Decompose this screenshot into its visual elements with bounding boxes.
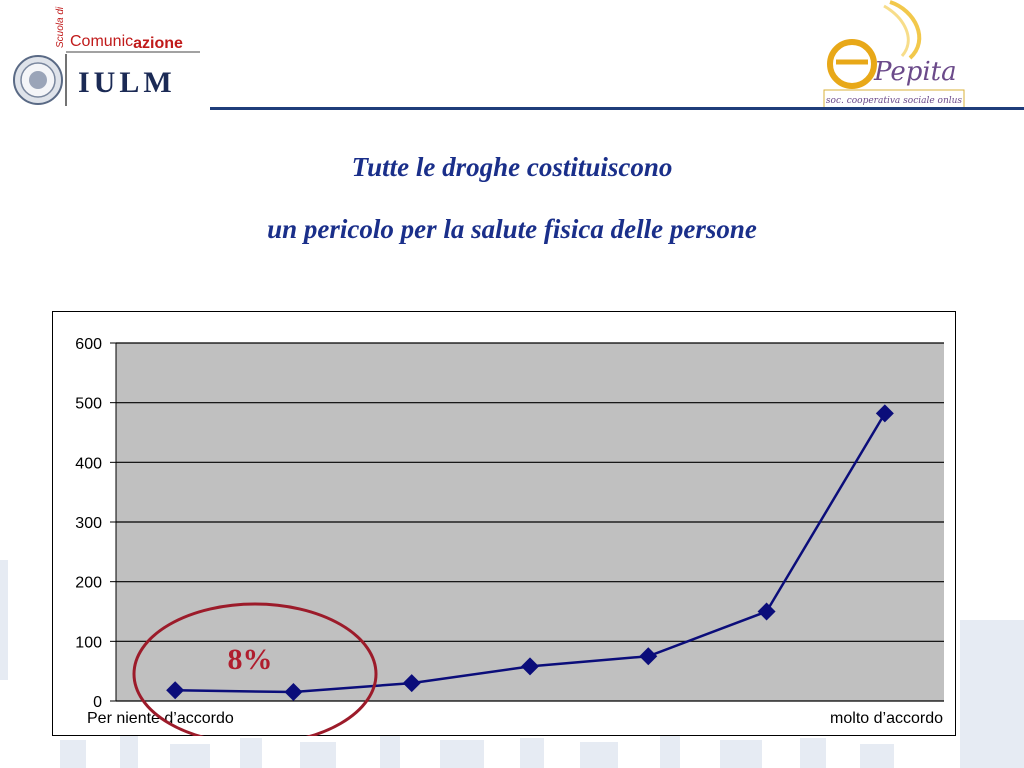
data-point-marker <box>402 674 421 693</box>
data-point-marker <box>757 602 776 621</box>
pepita-logo: Pepita soc. cooperativa sociale onlus <box>823 0 965 109</box>
svg-text:Comunicazione: Comunicazione <box>70 33 183 52</box>
pepita-tagline: soc. cooperativa sociale onlus <box>826 96 963 106</box>
iulm-logo: Scuola di Comunicazione IULM <box>13 6 200 106</box>
azione-label: azione <box>133 35 183 52</box>
comunic-label: Comunic <box>70 33 133 50</box>
chart-title-line-1: Tutte le droghe costituiscono <box>351 152 673 182</box>
gridlines <box>116 342 944 702</box>
y-tick-label: 500 <box>75 396 102 413</box>
pepita-swirl-icon <box>827 0 922 89</box>
annotation-label: 8% <box>228 643 273 676</box>
school-label: Scuola di <box>55 6 66 48</box>
iulm-label: IULM <box>78 66 176 99</box>
data-point-marker <box>875 404 894 423</box>
pepita-label: Pepita <box>873 57 957 87</box>
iulm-seal-icon <box>13 55 63 105</box>
x-label-right: molto d’accordo <box>830 710 943 727</box>
y-tick-label: 600 <box>75 336 102 353</box>
y-tick-label: 300 <box>75 515 102 532</box>
header-divider <box>210 107 1024 110</box>
data-point-marker <box>639 647 658 666</box>
y-tick-label: 400 <box>75 455 102 472</box>
data-point-marker <box>521 657 539 676</box>
y-tick-label: 200 <box>75 575 102 592</box>
series-markers <box>166 404 894 702</box>
highlight-ellipse <box>132 602 378 736</box>
background-campus-decoration <box>0 560 1024 768</box>
y-tick-label: 100 <box>75 634 102 651</box>
y-tick-label: 0 <box>93 694 102 711</box>
data-point-marker <box>284 683 303 702</box>
data-point-marker <box>166 681 185 700</box>
chart-title-line-2: un pericolo per la salute fisica delle p… <box>267 214 757 244</box>
y-tick-labels: 0 100 200 300 400 500 600 <box>75 336 116 711</box>
